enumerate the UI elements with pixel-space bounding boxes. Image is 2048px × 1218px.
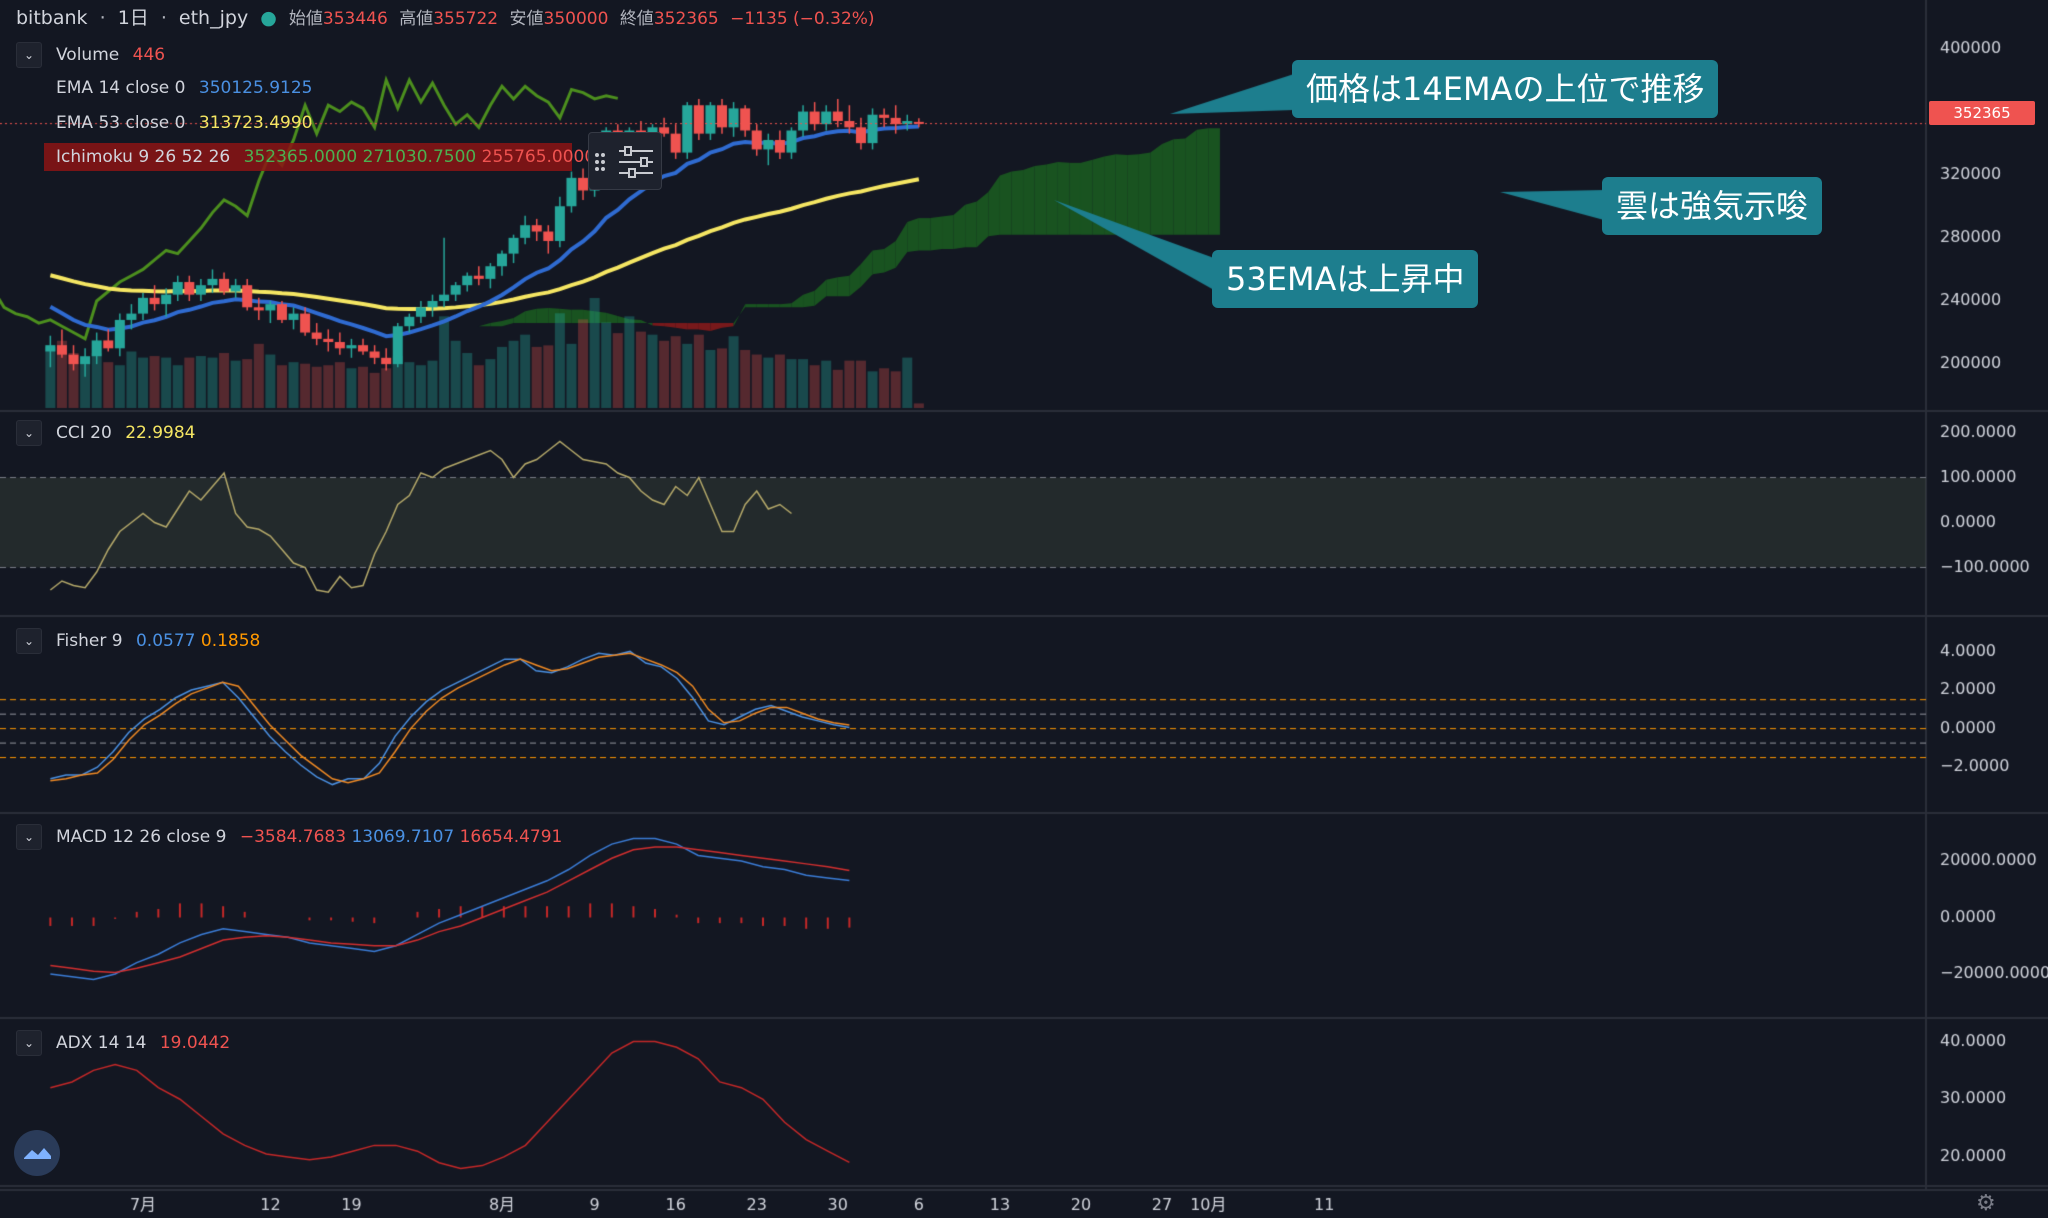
- tradingview-logo[interactable]: [14, 1130, 60, 1176]
- cci-legend: CCI 20 22.9984: [56, 422, 196, 444]
- logo-icon: [24, 1148, 51, 1159]
- settings-sliders-icon: [595, 146, 653, 178]
- macd-value-3: 16654.4791: [459, 827, 563, 847]
- collapse-cci-button[interactable]: ⌄: [16, 420, 42, 446]
- fisher-legend: Fisher 9 0.0577 0.1858: [56, 630, 260, 652]
- collapse-legend-button[interactable]: ⌄: [16, 42, 42, 68]
- ichimoku-value-2: 271030.7500: [362, 147, 477, 167]
- exchange-label: bitbank: [16, 7, 88, 29]
- callout-cloud[interactable]: 雲は強気示唆: [1602, 177, 1823, 235]
- volume-legend: Volume 446: [56, 44, 165, 66]
- volume-name: Volume: [56, 45, 120, 65]
- ema53-value: 313723.4990: [198, 113, 313, 133]
- open-value: 353446: [322, 9, 388, 29]
- high-value: 355722: [433, 9, 499, 29]
- market-status-icon: ●: [260, 7, 277, 29]
- adx-legend: ADX 14 14 19.0442: [56, 1032, 230, 1054]
- callout-ema14[interactable]: 価格は14EMAの上位で推移: [1292, 60, 1719, 118]
- collapse-macd-button[interactable]: ⌄: [16, 824, 42, 850]
- volume-value: 446: [132, 45, 166, 65]
- low-label: 安値: [509, 9, 544, 29]
- cci-value: 22.9984: [125, 423, 196, 443]
- fisher-name: Fisher 9: [56, 631, 123, 651]
- ichimoku-legend-background: [44, 143, 572, 171]
- close-label: 終値: [619, 9, 654, 29]
- indicator-settings-button[interactable]: [588, 132, 662, 190]
- collapse-fisher-button[interactable]: ⌄: [16, 628, 42, 654]
- interval-label[interactable]: 1日: [117, 7, 149, 29]
- ema14-legend: EMA 14 close 0 350125.9125: [56, 77, 312, 99]
- open-label: 始値: [288, 9, 323, 29]
- high-label: 高値: [399, 9, 434, 29]
- macd-value-2: 13069.7107: [351, 827, 455, 847]
- ema53-legend: EMA 53 close 0 313723.4990: [56, 112, 312, 134]
- ichimoku-name: Ichimoku 9 26 52 26: [56, 147, 231, 167]
- macd-name: MACD 12 26 close 9: [56, 827, 227, 847]
- low-value: 350000: [543, 9, 609, 29]
- close-value: 352365: [653, 9, 719, 29]
- settings-gear-icon[interactable]: ⚙: [1976, 1191, 1996, 1216]
- change-value: −1135 (−0.32%): [730, 9, 875, 29]
- ichimoku-value-3: 255765.0000: [481, 147, 596, 167]
- adx-value: 19.0442: [159, 1033, 231, 1053]
- last-price-tag: 352365: [1929, 101, 2035, 125]
- ohlc-readout: 始値353446 高値355722 安値350000 終値352365 −113…: [289, 9, 881, 29]
- ema14-value: 350125.9125: [198, 78, 313, 98]
- collapse-adx-button[interactable]: ⌄: [16, 1030, 42, 1056]
- macd-value-1: −3584.7683: [239, 827, 347, 847]
- fisher-value-1: 0.0577: [135, 631, 196, 651]
- ema14-name: EMA 14 close 0: [56, 78, 186, 98]
- fisher-value-2: 0.1858: [200, 631, 261, 651]
- ema53-name: EMA 53 close 0: [56, 113, 186, 133]
- callout-ema53[interactable]: 53EMAは上昇中: [1212, 250, 1479, 308]
- ichimoku-value-1: 352365.0000: [243, 147, 358, 167]
- symbol-header: bitbank · 1日 · eth_jpy ● 始値353446 高値3557…: [16, 5, 887, 32]
- cci-name: CCI 20: [56, 423, 112, 443]
- ichimoku-legend: Ichimoku 9 26 52 26 352365.0000 271030.7…: [56, 146, 595, 168]
- macd-legend: MACD 12 26 close 9 −3584.7683 13069.7107…: [56, 826, 562, 848]
- adx-name: ADX 14 14: [56, 1033, 147, 1053]
- symbol-label[interactable]: eth_jpy: [178, 7, 249, 29]
